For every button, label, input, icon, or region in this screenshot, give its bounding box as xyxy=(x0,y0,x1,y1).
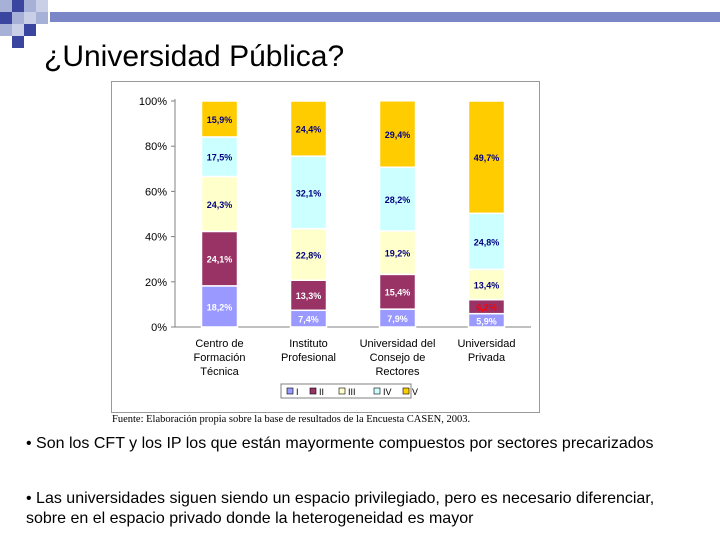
x-category-label: Universidad xyxy=(457,338,515,350)
bar-value-label: 24,4% xyxy=(296,125,322,135)
legend-swatch xyxy=(309,387,317,395)
legend-box xyxy=(280,383,412,399)
bar-segment xyxy=(289,100,328,157)
bar-value-label: 24,1% xyxy=(207,255,233,265)
legend-label: I xyxy=(296,387,299,397)
x-category-label: Privada xyxy=(468,352,506,364)
bar-segment xyxy=(200,100,239,138)
bar-value-label: 7,9% xyxy=(387,314,408,324)
bar-segment xyxy=(200,175,239,233)
y-tick-label: 40% xyxy=(145,232,167,244)
y-tick-label: 80% xyxy=(145,141,167,153)
legend-label: III xyxy=(348,387,356,397)
x-category-label: Profesional xyxy=(281,352,336,364)
y-tick-label: 0% xyxy=(151,322,167,334)
x-category-label: Centro de xyxy=(195,338,243,350)
chart-source-note: Fuente: Elaboración propia sobre la base… xyxy=(112,414,471,425)
bar-value-label: 15,4% xyxy=(385,288,411,298)
bar-segment xyxy=(467,100,506,215)
legend-swatch xyxy=(373,387,381,395)
x-category-label: Consejo de xyxy=(370,352,426,364)
bar-segment xyxy=(200,285,239,328)
legend-swatch xyxy=(402,387,410,395)
bar-value-label: 24,3% xyxy=(207,200,233,210)
legend-label: II xyxy=(319,387,324,397)
y-tick-label: 20% xyxy=(145,277,167,289)
x-category-label: Instituto xyxy=(289,338,328,350)
bar-value-label: 15,9% xyxy=(207,115,233,125)
bullet-point-2: • Las universidades siguen siendo un esp… xyxy=(26,490,655,527)
bar-value-label: 28,2% xyxy=(385,195,411,205)
bar-segment xyxy=(378,230,417,276)
x-category-label: Técnica xyxy=(200,366,239,378)
bar-segment xyxy=(378,100,417,168)
bar-segment xyxy=(467,268,506,301)
slide-header-decoration xyxy=(0,0,720,48)
x-category-label: Formación xyxy=(194,352,246,364)
bar-value-label: 18,2% xyxy=(207,302,233,312)
bar-value-label: 22,8% xyxy=(296,250,322,260)
bar-value-label: 32,1% xyxy=(296,188,322,198)
y-tick-label: 60% xyxy=(145,186,167,198)
bar-value-label: 29,4% xyxy=(385,130,411,140)
bar-value-label: 7,4% xyxy=(298,315,319,325)
bar-value-label: 19,2% xyxy=(385,249,411,259)
x-category-label: Rectores xyxy=(375,366,420,378)
legend-swatch xyxy=(286,387,294,395)
bar-value-label: 5,9% xyxy=(476,316,497,326)
bar-value-label: 17,5% xyxy=(207,153,233,163)
bullet-point-1: • Son los CFT y los IP los que están may… xyxy=(26,435,654,452)
bar-segment xyxy=(200,136,239,178)
legend-swatch xyxy=(338,387,346,395)
legend-label: IV xyxy=(383,387,392,397)
bar-segment xyxy=(289,279,328,312)
bar-segment xyxy=(200,230,239,287)
bar-value-label: 13,3% xyxy=(296,291,322,301)
bar-segment xyxy=(289,227,328,281)
y-tick-label: 100% xyxy=(139,96,167,108)
x-category-label: Universidad del xyxy=(360,338,436,350)
bar-value-label: 24,8% xyxy=(474,237,500,247)
bar-value-label: 6,2% xyxy=(476,303,497,313)
bar-value-label: 49,7% xyxy=(474,153,500,163)
slide-title: ¿Universidad Pública? xyxy=(44,40,345,73)
legend-label: V xyxy=(412,387,418,397)
stacked-bar-chart: 0% 20% 40% 60% 80% 100% 18,2% 24,1% 24,3% 17,5% 15… xyxy=(139,96,531,399)
bar-value-label: 13,4% xyxy=(474,281,500,291)
bar-segment xyxy=(378,273,417,310)
